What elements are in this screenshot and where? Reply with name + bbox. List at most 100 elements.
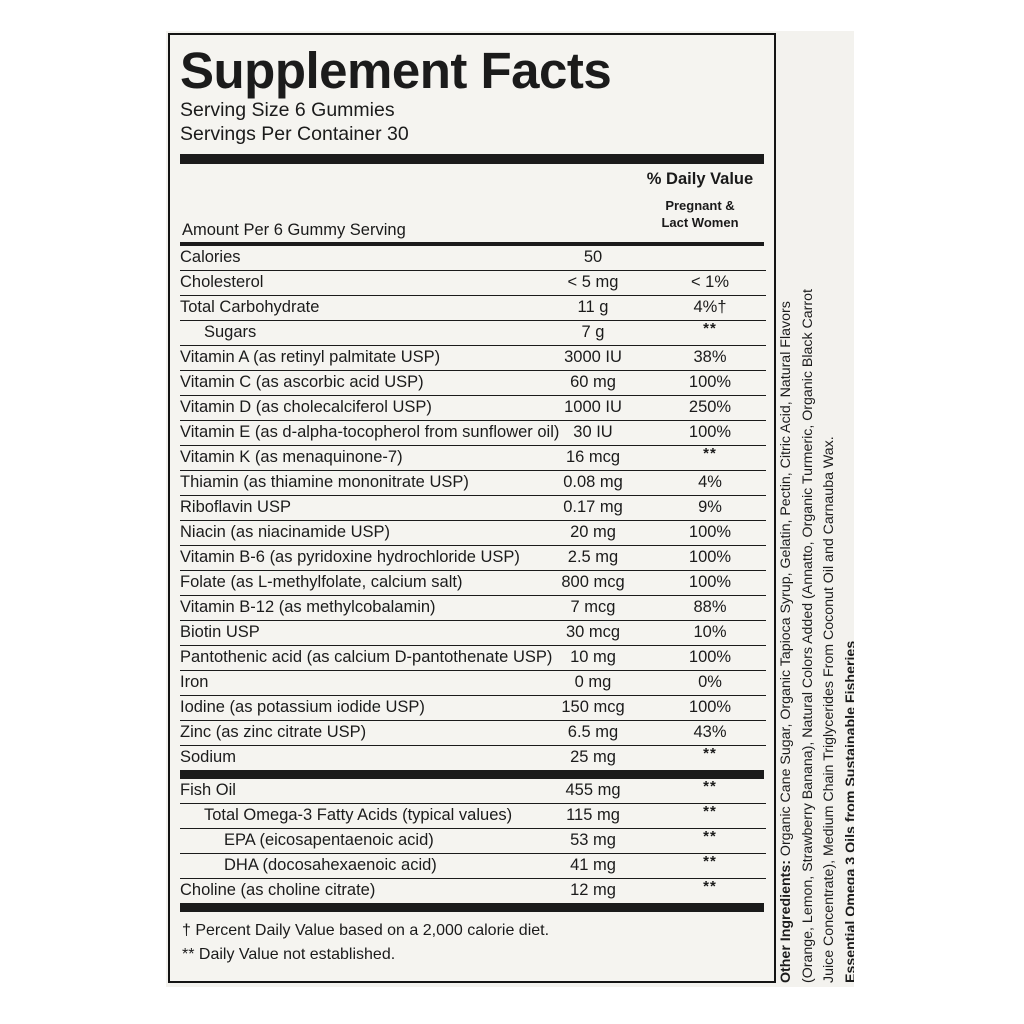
supplement-facts-box: Supplement Facts Serving Size 6 Gummies … (168, 33, 776, 983)
daily-value-subheader-line2: Lact Women (661, 214, 739, 230)
other-ingredients-panel: Other Ingredients: Organic Cane Sugar, O… (776, 31, 854, 987)
nutrient-row: Iron 0 mg 0% (180, 670, 766, 696)
nutrient-amount: 6.5 mg (532, 720, 654, 746)
nutrient-amount: 7 g (532, 320, 654, 346)
nutrient-amount: 150 mcg (532, 695, 654, 721)
nutrient-row: Zinc (as zinc citrate USP) 6.5 mg 43% (180, 720, 766, 746)
nutrient-daily-value: ** (654, 878, 766, 903)
nutrient-name: Vitamin E (as d-alpha-tocopherol from su… (180, 420, 559, 446)
nutrient-name: Calories (180, 245, 532, 271)
nutrient-amount: 0.17 mg (532, 495, 654, 521)
nutrient-daily-value: 250% (654, 395, 766, 421)
other-ingredients-line-1: Other Ingredients: Organic Cane Sugar, O… (776, 31, 798, 983)
nutrient-name: Folate (as L-methylfolate, calcium salt) (180, 570, 532, 596)
dv-not-established-marker: ** (703, 878, 717, 896)
nutrient-name: Vitamin K (as menaquinone-7) (180, 445, 532, 471)
nutrient-name: Niacin (as niacinamide USP) (180, 520, 532, 546)
nutrient-amount: 16 mcg (532, 445, 654, 471)
nutrient-table-secondary: Fish Oil 455 mg ** Total Omega-3 Fatty Acid… (180, 778, 766, 903)
other-ingredients-heading: Other Ingredients: (778, 860, 794, 983)
nutrient-row: Biotin USP 30 mcg 10% (180, 620, 766, 646)
nutrient-row: Pantothenic acid (as calcium D-pantothen… (180, 645, 766, 671)
daily-value-subheader: Pregnant & Lact Women (636, 197, 764, 231)
nutrient-amount: 41 mg (532, 853, 654, 879)
nutrient-name: Vitamin D (as cholecalciferol USP) (180, 395, 532, 421)
nutrient-name: Riboflavin USP (180, 495, 532, 521)
dv-not-established-marker: ** (703, 828, 717, 846)
nutrient-row: Calories 50 (180, 245, 766, 271)
other-ingredients-text: Other Ingredients: Organic Cane Sugar, O… (776, 31, 854, 983)
nutrient-amount: < 5 mg (532, 270, 654, 296)
nutrient-daily-value: 4%† (654, 295, 766, 321)
nutrient-amount: 0.08 mg (532, 470, 654, 496)
nutrient-daily-value: 100% (654, 545, 766, 571)
nutrient-name: Iron (180, 670, 532, 696)
dv-not-established-marker: ** (703, 445, 717, 463)
nutrient-daily-value: 100% (654, 570, 766, 596)
nutrient-name: Total Omega-3 Fatty Acids (typical value… (180, 803, 532, 829)
nutrient-name: Thiamin (as thiamine mononitrate USP) (180, 470, 532, 496)
nutrient-row: Riboflavin USP 0.17 mg 9% (180, 495, 766, 521)
footnote-dagger: † Percent Daily Value based on a 2,000 c… (182, 921, 550, 939)
footnote-divider-thick (180, 902, 764, 912)
dv-not-established-marker: ** (703, 853, 717, 871)
nutrient-name: Total Carbohydrate (180, 295, 532, 321)
footnote-double-star: ** Daily Value not established. (182, 945, 396, 963)
other-ingredients-line-1-rest: Organic Cane Sugar, Organic Tapioca Syru… (778, 301, 794, 861)
nutrient-daily-value: 100% (654, 370, 766, 396)
nutrient-name: DHA (docosahexaenoic acid) (180, 853, 532, 879)
nutrient-row: Sugars 7 g ** (180, 320, 766, 346)
daily-value-header-block: % Daily Value Pregnant & Lact Women Amou… (180, 164, 764, 242)
supplement-facts-title: Supplement Facts (180, 42, 612, 99)
nutrient-row: Niacin (as niacinamide USP) 20 mg 100% (180, 520, 766, 546)
nutrient-amount: 11 g (532, 295, 654, 321)
nutrient-row: Vitamin K (as menaquinone-7) 16 mcg ** (180, 445, 766, 471)
nutrient-amount: 50 (532, 245, 654, 271)
nutrient-name: Cholesterol (180, 270, 532, 296)
nutrient-row: EPA (eicosapentaenoic acid) 53 mg ** (180, 828, 766, 854)
nutrient-row: Vitamin E (as d-alpha-tocopherol from su… (180, 420, 766, 446)
nutrient-daily-value: ** (654, 853, 766, 879)
nutrient-amount: 10 mg (532, 645, 654, 671)
nutrient-daily-value: 100% (654, 645, 766, 671)
other-ingredients-line-3: Juice Concentrate), Medium Chain Triglyc… (821, 436, 838, 983)
nutrient-daily-value: 88% (654, 595, 766, 621)
nutrient-row: Folate (as L-methylfolate, calcium salt)… (180, 570, 766, 596)
nutrient-daily-value: ** (654, 828, 766, 854)
servings-per-container-text: Servings Per Container 30 (180, 122, 409, 145)
nutrient-row: Vitamin C (as ascorbic acid USP) 60 mg 100… (180, 370, 766, 396)
other-ingredients-line-2: (Orange, Lemon, Strawberry Banana), Natu… (799, 289, 816, 983)
nutrient-daily-value: 4% (654, 470, 766, 496)
nutrient-table-primary: Calories 50 Cholesterol < 5 mg < 1% Total Car… (180, 245, 766, 770)
nutrient-daily-value (654, 245, 766, 271)
nutrient-name: Biotin USP (180, 620, 532, 646)
nutrient-amount: 455 mg (532, 778, 654, 804)
nutrient-name: Fish Oil (180, 778, 532, 804)
nutrient-amount: 1000 IU (532, 395, 654, 421)
nutrient-daily-value: ** (654, 803, 766, 829)
nutrient-amount: 30 mcg (532, 620, 654, 646)
nutrient-row: Vitamin B-12 (as methylcobalamin) 7 mcg 88… (180, 595, 766, 621)
dv-not-established-marker: ** (703, 803, 717, 821)
nutrient-name: Vitamin B-12 (as methylcobalamin) (180, 595, 532, 621)
nutrient-amount: 60 mg (532, 370, 654, 396)
nutrient-amount: 53 mg (532, 828, 654, 854)
nutrient-daily-value: ** (654, 778, 766, 804)
section-divider-thick (180, 769, 764, 779)
nutrient-row: Vitamin B-6 (as pyridoxine hydrochloride… (180, 545, 766, 571)
serving-size-text: Serving Size 6 Gummies (180, 99, 395, 122)
nutrient-name: Pantothenic acid (as calcium D-pantothen… (180, 645, 552, 671)
nutrient-daily-value: ** (654, 445, 766, 471)
nutrient-row: Fish Oil 455 mg ** (180, 778, 766, 804)
nutrient-daily-value: 43% (654, 720, 766, 746)
nutrient-name: EPA (eicosapentaenoic acid) (180, 828, 532, 854)
nutrient-name: Zinc (as zinc citrate USP) (180, 720, 532, 746)
omega3-claim: Essential Omega 3 Oils from Sustainable … (842, 640, 854, 983)
nutrient-name: Iodine (as potassium iodide USP) (180, 695, 532, 721)
header-divider-thick (180, 153, 764, 164)
nutrient-amount: 20 mg (532, 520, 654, 546)
other-ingredients-line-4: Essential Omega 3 Oils from Sustainable … (841, 31, 854, 983)
nutrient-daily-value: ** (654, 745, 766, 770)
daily-value-subheader-line1: Pregnant & (665, 197, 735, 213)
nutrient-amount: 115 mg (532, 803, 654, 829)
